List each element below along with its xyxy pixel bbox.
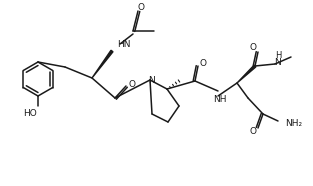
Polygon shape	[237, 65, 256, 83]
Text: HO: HO	[23, 108, 37, 118]
Text: N: N	[149, 76, 155, 84]
Text: H: H	[275, 51, 281, 60]
Text: O: O	[129, 79, 136, 89]
Polygon shape	[92, 50, 113, 78]
Text: O: O	[249, 42, 256, 52]
Text: O: O	[249, 127, 256, 137]
Text: O: O	[199, 59, 207, 68]
Text: NH₂: NH₂	[285, 119, 302, 129]
Text: N: N	[275, 57, 281, 67]
Text: HN: HN	[117, 39, 131, 49]
Text: NH: NH	[213, 94, 227, 103]
Text: O: O	[137, 2, 145, 12]
